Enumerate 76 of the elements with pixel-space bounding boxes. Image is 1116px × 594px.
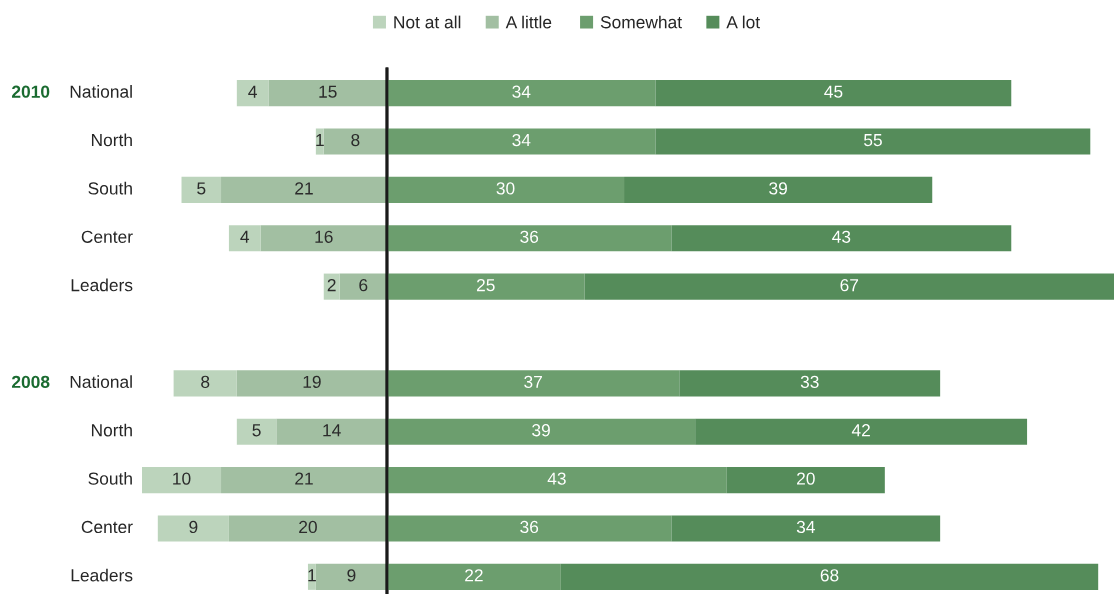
bar — [584, 273, 1114, 300]
bar — [236, 418, 277, 445]
text: 2008 — [11, 375, 50, 389]
data-label: 8 — [351, 133, 360, 147]
bar — [695, 418, 1028, 445]
data-label: 39 — [532, 424, 550, 437]
y-tick-label: National — [70, 85, 132, 98]
data-label: 10 — [173, 472, 191, 485]
data-label: 67 — [840, 279, 859, 292]
data-label: 2 — [327, 279, 336, 292]
y-tick-label: Center — [81, 520, 133, 534]
data-label: 45 — [824, 85, 843, 98]
data-label: 36 — [520, 230, 539, 243]
data-label: 20 — [299, 520, 317, 534]
y-tick-label: National — [70, 375, 132, 389]
y-tick-label: North — [91, 423, 132, 437]
data-label: 5 — [252, 424, 261, 437]
bar — [228, 225, 261, 252]
bar — [726, 467, 885, 494]
bar — [671, 225, 1012, 252]
data-label: 4 — [248, 85, 257, 98]
y-tick-label: North — [91, 133, 132, 147]
data-label: 33 — [800, 375, 819, 389]
data-label: 14 — [323, 424, 341, 437]
data-label: 68 — [820, 569, 839, 582]
data-label: 20 — [797, 472, 815, 485]
y-tick-label: South — [88, 472, 132, 485]
bar — [671, 515, 941, 542]
data-label: 15 — [319, 85, 337, 98]
data-label: 34 — [512, 85, 531, 98]
data-label: 9 — [189, 520, 198, 534]
data-label: 34 — [512, 133, 531, 147]
data-label: 55 — [864, 134, 882, 147]
data-label: 9 — [347, 569, 356, 582]
bar — [655, 80, 1012, 107]
bar — [655, 128, 1091, 155]
bar — [157, 515, 229, 542]
data-label: 5 — [197, 182, 206, 195]
data-label: 30 — [496, 182, 515, 195]
data-label: 6 — [359, 279, 368, 292]
data-label: 36 — [520, 520, 539, 534]
data-label: 25 — [476, 279, 495, 292]
bar — [624, 176, 933, 203]
legend-label: Not at all — [394, 15, 461, 29]
legend-label: A lot — [726, 15, 760, 29]
data-label: 21 — [295, 472, 313, 485]
bar — [339, 273, 387, 300]
data-label: 42 — [851, 424, 870, 437]
data-label: 1 — [316, 134, 324, 147]
y-tick-label: Center — [81, 230, 133, 243]
data-label: 37 — [524, 375, 542, 389]
bar — [142, 467, 222, 494]
data-label: 21 — [295, 182, 313, 195]
data-label: 19 — [303, 375, 321, 389]
data-label: 8 — [201, 375, 210, 389]
bar — [323, 128, 387, 155]
data-label: 1 — [308, 569, 316, 582]
y-tick-label: Leaders — [71, 568, 133, 582]
data-label: 16 — [315, 230, 333, 243]
bar — [236, 80, 269, 107]
data-label: 22 — [465, 569, 483, 582]
data-label: 43 — [832, 230, 851, 243]
bar — [323, 273, 340, 300]
bar — [679, 370, 941, 397]
data-label: 43 — [547, 472, 566, 485]
bar — [181, 176, 222, 203]
bar — [173, 370, 237, 397]
y-tick-label: Leaders — [71, 278, 133, 292]
bar — [560, 563, 1099, 590]
legend-label: Somewhat — [600, 15, 682, 29]
y-tick-label: South — [88, 181, 132, 195]
data-label: 34 — [796, 520, 815, 534]
legend-label: A little — [505, 15, 552, 29]
data-label: 4 — [240, 230, 250, 243]
data-label: 39 — [769, 182, 787, 195]
text: 2010 — [11, 85, 50, 98]
